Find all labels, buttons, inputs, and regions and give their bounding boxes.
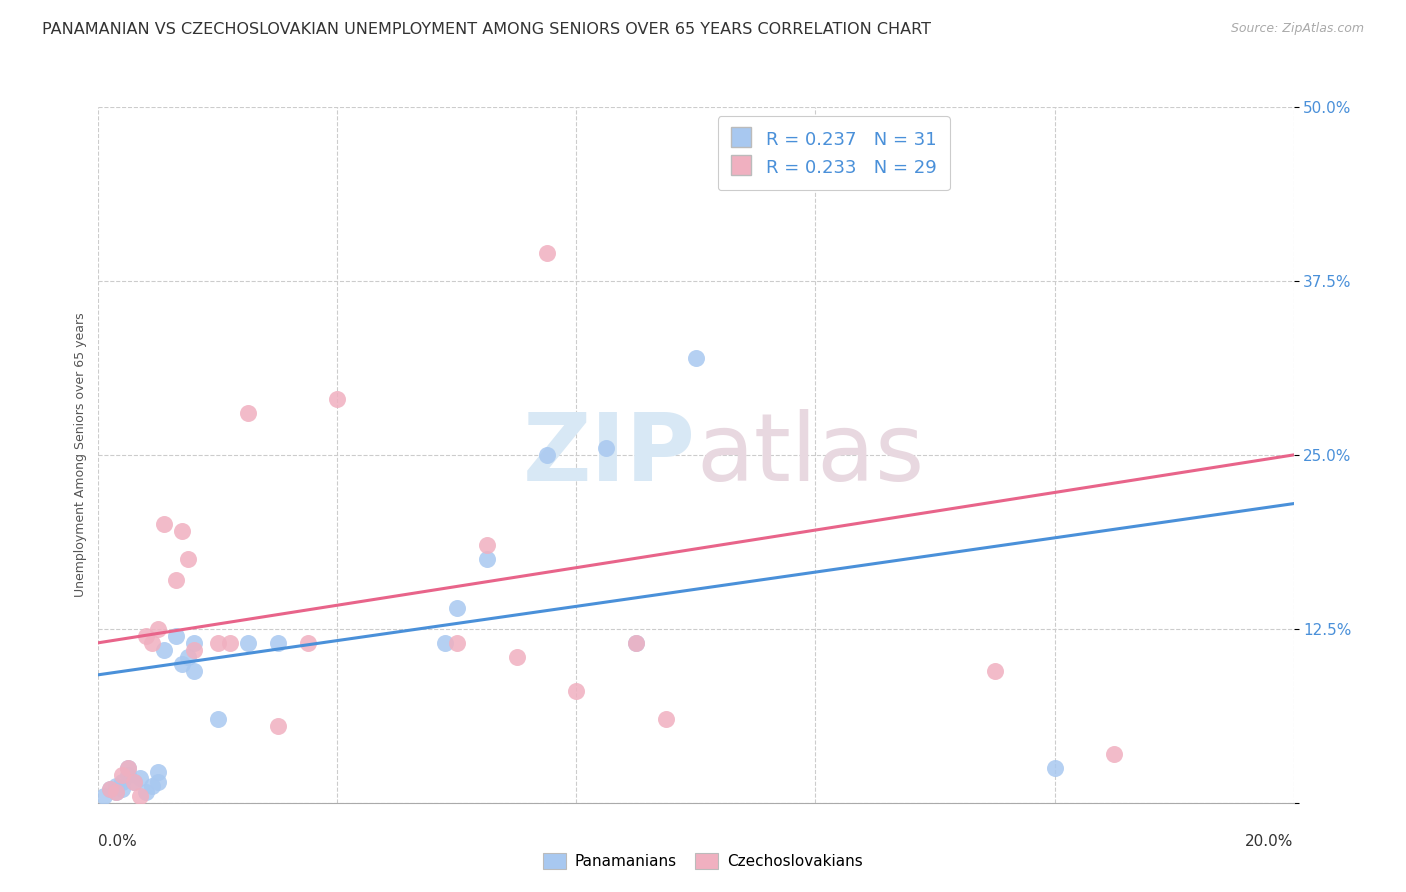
- Text: 20.0%: 20.0%: [1246, 834, 1294, 849]
- Point: [326, 392, 349, 407]
- Point: [165, 573, 187, 587]
- Point: [595, 441, 617, 455]
- Point: [165, 629, 187, 643]
- Point: [111, 768, 134, 782]
- Point: [983, 664, 1005, 678]
- Point: [105, 779, 128, 793]
- Point: [98, 781, 122, 796]
- Point: [207, 636, 229, 650]
- Point: [267, 636, 290, 650]
- Point: [685, 351, 707, 365]
- Point: [236, 406, 259, 420]
- Point: [177, 552, 200, 566]
- Point: [536, 448, 558, 462]
- Text: Source: ZipAtlas.com: Source: ZipAtlas.com: [1230, 22, 1364, 36]
- Point: [124, 775, 146, 789]
- Point: [434, 636, 457, 650]
- Point: [207, 712, 229, 726]
- Point: [105, 785, 128, 799]
- Point: [153, 517, 176, 532]
- Point: [177, 649, 200, 664]
- Point: [183, 642, 205, 657]
- Point: [624, 636, 647, 650]
- Point: [153, 642, 176, 657]
- Point: [183, 664, 205, 678]
- Point: [111, 775, 134, 789]
- Point: [655, 712, 678, 726]
- Point: [105, 785, 128, 799]
- Point: [475, 538, 498, 552]
- Point: [117, 768, 139, 782]
- Point: [219, 636, 242, 650]
- Point: [475, 552, 498, 566]
- Point: [172, 657, 194, 671]
- Text: 0.0%: 0.0%: [98, 834, 138, 849]
- Point: [98, 781, 122, 796]
- Point: [117, 761, 139, 775]
- Y-axis label: Unemployment Among Seniors over 65 years: Unemployment Among Seniors over 65 years: [75, 312, 87, 598]
- Legend: R = 0.237   N = 31, R = 0.233   N = 29: R = 0.237 N = 31, R = 0.233 N = 29: [717, 116, 950, 190]
- Point: [183, 636, 205, 650]
- Point: [506, 649, 529, 664]
- Legend: Panamanians, Czechoslovakians: Panamanians, Czechoslovakians: [537, 847, 869, 875]
- Point: [141, 636, 163, 650]
- Point: [446, 636, 468, 650]
- Point: [129, 771, 152, 785]
- Text: ZIP: ZIP: [523, 409, 696, 501]
- Point: [124, 775, 146, 789]
- Point: [1043, 761, 1066, 775]
- Point: [565, 684, 588, 698]
- Point: [135, 629, 157, 643]
- Text: PANAMANIAN VS CZECHOSLOVAKIAN UNEMPLOYMENT AMONG SENIORS OVER 65 YEARS CORRELATI: PANAMANIAN VS CZECHOSLOVAKIAN UNEMPLOYME…: [42, 22, 931, 37]
- Point: [446, 601, 468, 615]
- Point: [1104, 747, 1126, 761]
- Point: [148, 765, 170, 780]
- Point: [93, 789, 115, 803]
- Point: [111, 781, 134, 796]
- Point: [297, 636, 319, 650]
- Point: [172, 524, 194, 539]
- Text: atlas: atlas: [696, 409, 924, 501]
- Point: [148, 622, 170, 636]
- Point: [117, 761, 139, 775]
- Point: [141, 779, 163, 793]
- Point: [624, 636, 647, 650]
- Point: [236, 636, 259, 650]
- Point: [536, 246, 558, 260]
- Point: [148, 775, 170, 789]
- Point: [267, 719, 290, 733]
- Point: [129, 789, 152, 803]
- Point: [135, 785, 157, 799]
